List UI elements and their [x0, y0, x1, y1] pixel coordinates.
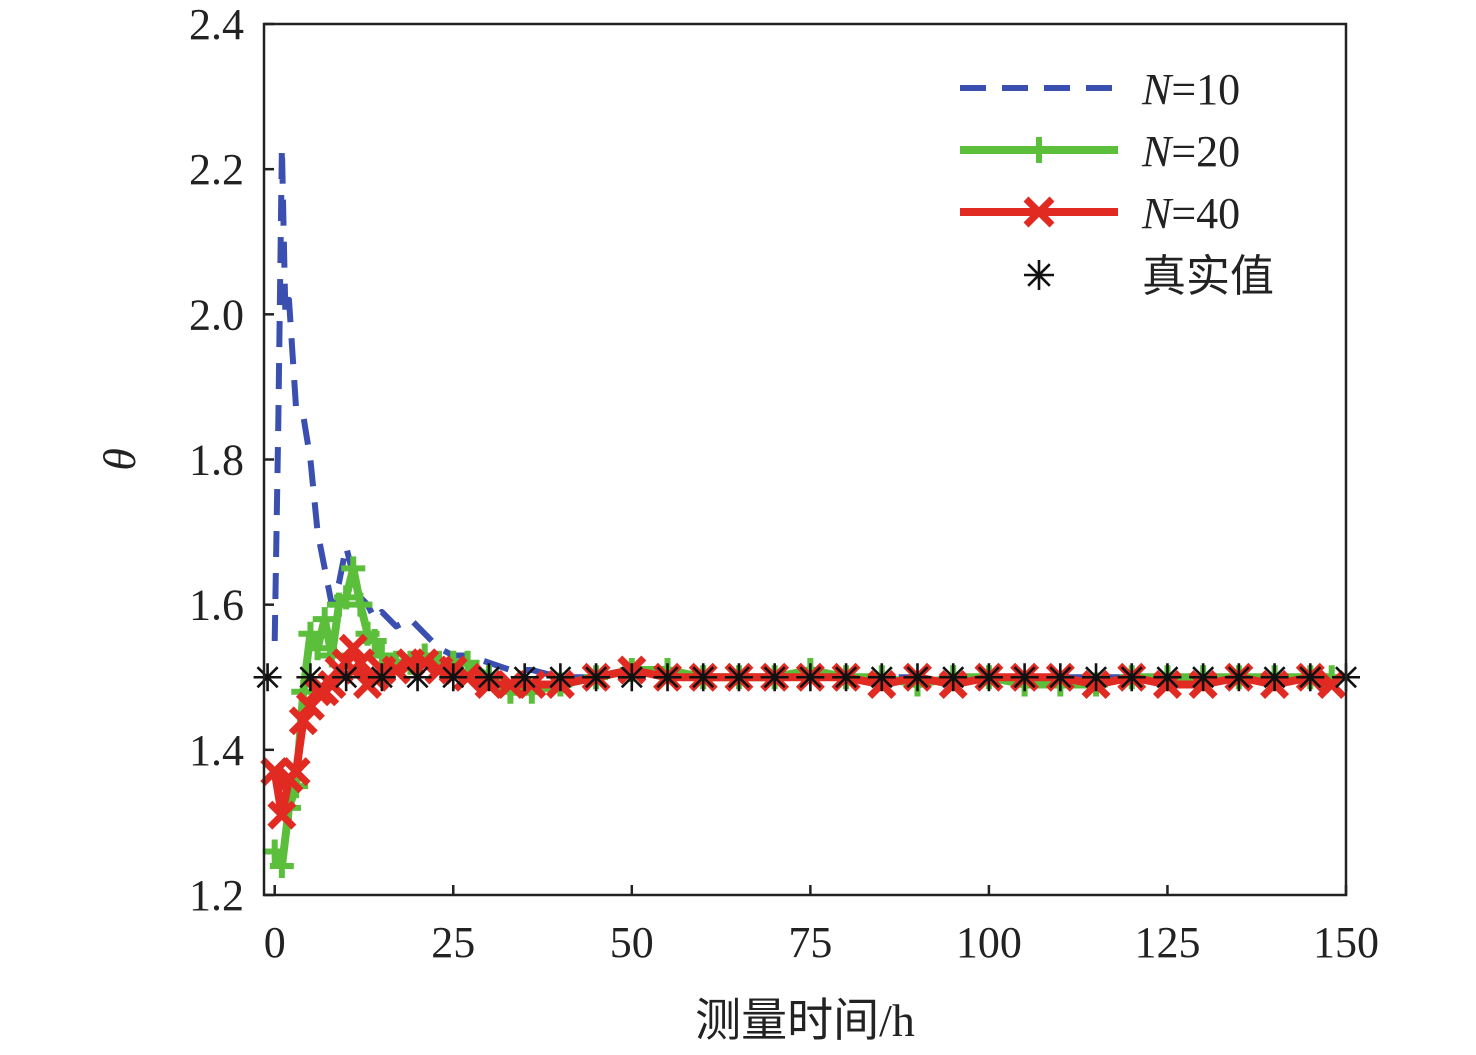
data-point-marker — [1224, 663, 1253, 692]
series-4 — [253, 663, 1360, 692]
data-point-marker — [288, 706, 318, 736]
data-point-marker — [796, 663, 825, 692]
data-point-marker — [305, 636, 330, 661]
data-point-marker — [267, 800, 297, 830]
series-line — [271, 144, 1332, 688]
data-point-marker — [617, 663, 646, 692]
legend-label: N=40 — [1141, 189, 1240, 238]
data-point-marker — [1023, 196, 1055, 228]
x-tick-label: 0 — [264, 918, 286, 967]
data-point-marker — [1024, 260, 1054, 290]
data-point-marker — [724, 663, 753, 692]
data-point-marker — [298, 621, 323, 646]
data-point-marker — [1082, 663, 1111, 692]
series-2 — [262, 556, 1344, 878]
data-point-marker — [1260, 663, 1289, 692]
legend-item: N=20 — [960, 127, 1240, 176]
data-point-marker — [474, 663, 503, 692]
series-line — [271, 564, 1332, 870]
data-point-marker — [546, 663, 575, 692]
x-tick-label: 150 — [1313, 918, 1379, 967]
y-tick-label: 1.2 — [189, 871, 244, 920]
y-tick-label: 2.0 — [189, 290, 244, 339]
data-point-marker — [1010, 663, 1039, 692]
y-tick-label: 2.2 — [189, 145, 244, 194]
series-3 — [260, 633, 1347, 830]
data-point-marker — [439, 663, 468, 692]
data-point-marker — [939, 663, 968, 692]
data-point-marker — [1026, 137, 1052, 163]
data-point-marker — [262, 839, 287, 864]
axes: θ 测量时间/h 0 25 50 75 100 125 150 1.2 1.4 1.6 1.8 2.0… — [94, 0, 1379, 1046]
y-axis-label: θ — [94, 448, 145, 471]
data-point-marker — [281, 757, 311, 787]
x-tick-label: 100 — [956, 918, 1022, 967]
data-point-marker — [362, 628, 387, 653]
data-point-marker — [253, 663, 282, 692]
y-tick-label: 1.6 — [189, 581, 244, 630]
data-point-marker — [260, 757, 290, 787]
data-point-marker — [1153, 663, 1182, 692]
data-point-marker — [760, 663, 789, 692]
series-1 — [271, 144, 1332, 688]
x-tick-label: 125 — [1134, 918, 1200, 967]
legend-label: 真实值 — [1142, 252, 1274, 301]
data-point-marker — [653, 663, 682, 692]
data-point-marker — [1046, 663, 1075, 692]
data-point-marker — [1296, 663, 1325, 692]
x-tick-label: 75 — [788, 918, 832, 967]
legend-item: N=10 — [960, 65, 1240, 114]
data-point-marker — [867, 663, 896, 692]
data-point-marker — [338, 633, 368, 663]
y-tick-label: 2.4 — [189, 0, 244, 49]
data-point-marker — [332, 663, 361, 692]
legend-label: N=10 — [1141, 65, 1240, 114]
data-point-marker — [312, 607, 337, 632]
data-point-marker — [510, 663, 539, 692]
y-tick-label: 1.8 — [189, 436, 244, 485]
data-point-marker — [1117, 663, 1146, 692]
data-point-marker — [974, 663, 1003, 692]
data-point-marker — [903, 663, 932, 692]
data-point-marker — [1189, 663, 1218, 692]
data-point-marker — [341, 556, 366, 581]
plot-area — [253, 144, 1360, 878]
legend: N=10 N=20 N=40 真实值 — [960, 65, 1274, 301]
data-point-marker — [367, 663, 396, 692]
legend-label: N=20 — [1141, 127, 1240, 176]
legend-item: N=40 — [960, 189, 1240, 238]
data-point-marker — [832, 663, 861, 692]
data-point-marker — [348, 592, 373, 617]
y-tick-label: 1.4 — [189, 726, 244, 775]
data-point-marker — [582, 663, 611, 692]
legend-item: 真实值 — [1024, 252, 1274, 301]
data-point-marker — [334, 585, 359, 610]
x-tick-label: 50 — [610, 918, 654, 967]
data-point-marker — [269, 853, 294, 878]
data-point-marker — [689, 663, 718, 692]
x-axis-label: 测量时间/h — [695, 995, 915, 1046]
data-point-marker — [403, 663, 432, 692]
x-tick-label: 25 — [431, 918, 475, 967]
data-point-marker — [296, 663, 325, 692]
